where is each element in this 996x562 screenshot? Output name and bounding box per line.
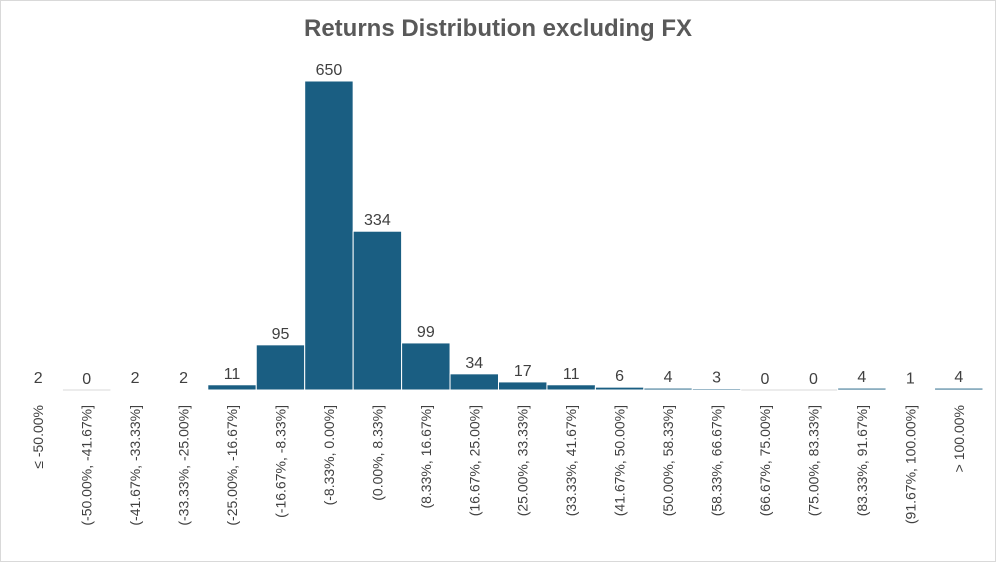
bar-5 (255, 344, 306, 391)
bar-0 (13, 388, 63, 391)
bar-9 (449, 373, 499, 391)
bar-19 (934, 387, 984, 391)
data-label-13: 4 (664, 369, 673, 386)
data-label-7: 334 (364, 212, 391, 229)
bar-12 (594, 386, 645, 391)
tick-label-7: (0.00%, 8.33%] (369, 405, 385, 501)
data-label-6: 650 (316, 62, 343, 79)
tick-label-12: (41.67%, 50.00%] (612, 405, 628, 516)
bar-17 (837, 387, 887, 391)
tick-label-8: (8.33%, 16.67%] (418, 405, 434, 509)
bar-8 (401, 342, 451, 391)
bar-10 (498, 381, 548, 391)
tick-label-0: ≤ -50.00% (30, 405, 46, 469)
bar-3 (158, 388, 209, 391)
bar-11 (546, 384, 596, 391)
tick-label-15: (66.67%, 75.00%] (757, 405, 773, 516)
data-label-8: 99 (417, 324, 435, 341)
tick-label-16: (75.00%, 83.33%] (805, 405, 821, 516)
tick-label-14: (58.33%, 66.67%] (709, 405, 725, 516)
data-label-11: 11 (563, 366, 580, 383)
data-label-5: 95 (272, 326, 290, 343)
data-label-14: 3 (712, 370, 721, 387)
tick-label-10: (25.00%, 33.33%] (515, 405, 531, 516)
data-label-19: 4 (954, 369, 963, 386)
data-label-1: 0 (82, 371, 91, 388)
bar-2 (110, 388, 160, 391)
tick-label-2: (-41.67%, -33.33%] (127, 405, 143, 526)
bar-13 (643, 387, 693, 391)
data-label-3: 2 (179, 370, 188, 387)
tick-label-11: (33.33%, 41.67%] (563, 405, 579, 516)
data-label-0: 2 (34, 370, 43, 387)
bar-7 (352, 230, 403, 391)
tick-label-1: (-50.00%, -41.67%] (79, 405, 95, 526)
tick-label-3: (-33.33%, -25.00%] (176, 405, 192, 526)
bar-14 (691, 388, 742, 391)
data-label-4: 11 (224, 366, 241, 383)
bar-4 (207, 384, 257, 391)
tick-label-13: (50.00%, 58.33%] (660, 405, 676, 516)
data-label-17: 4 (857, 369, 866, 386)
tick-label-19: > 100.00% (951, 405, 967, 472)
chart-title: Returns Distribution excluding FX (303, 15, 693, 42)
tick-label-4: (-25.00%, -16.67%] (224, 405, 240, 526)
data-label-2: 2 (131, 370, 140, 387)
data-label-15: 0 (761, 371, 770, 388)
tick-label-9: (16.67%, 25.00%] (466, 405, 482, 516)
tick-label-18: (91.67%, 100.00%] (902, 405, 918, 524)
data-label-16: 0 (809, 371, 818, 388)
tick-label-17: (83.33%, 91.67%] (854, 405, 870, 516)
tick-label-6: (-8.33%, 0.00%] (321, 405, 337, 505)
data-label-10: 17 (514, 363, 532, 380)
bar-6 (304, 80, 354, 391)
tick-label-5: (-16.67%, -8.33%] (272, 405, 288, 518)
data-label-12: 6 (615, 368, 624, 385)
data-label-9: 34 (465, 355, 483, 372)
data-label-18: 1 (906, 371, 915, 388)
